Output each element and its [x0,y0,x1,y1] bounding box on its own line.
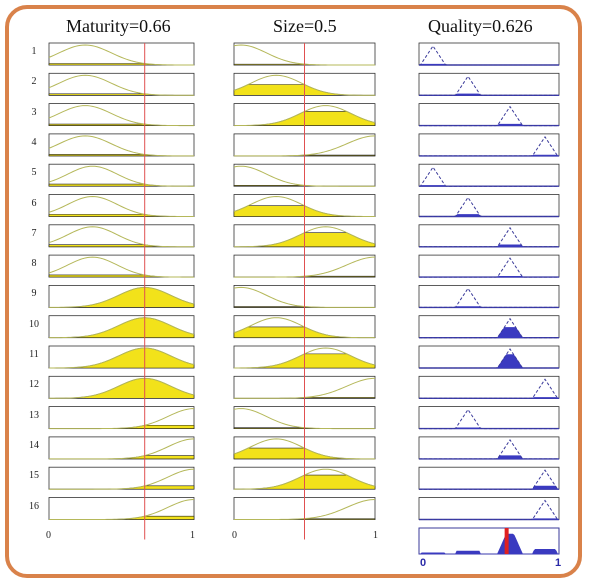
quality-membership-curve [419,378,560,399]
size-title: Size=0.5 [273,16,337,36]
rule-number: 13 [29,409,39,421]
quality-membership-curve [419,348,559,369]
rule-number: 15 [29,470,39,482]
maturity-membership-curve [48,44,195,66]
quality-rule-box [418,194,560,217]
maturity-membership-curve [48,347,195,369]
maturity-membership-curve [48,226,195,248]
size-axis-min: 0 [232,530,237,541]
quality-rule-box [418,254,560,278]
quality-rule-box [418,133,560,157]
quality-rule-box [418,42,560,66]
quality-membership-curve [418,45,559,66]
quality-membership-curve [419,499,560,520]
maturity-axis-min: 0 [46,530,51,541]
maturity-axis-max: 1 [190,530,195,541]
quality-membership-curve [419,438,559,460]
quality-rule-box [418,284,560,308]
quality-rule-box [418,103,560,126]
quality-output-marker [504,528,509,554]
rule-number: 10 [29,318,39,330]
rule-number: 3 [31,106,37,118]
maturity-membership-curve [48,135,195,157]
maturity-rule-box [48,224,195,248]
quality-rule-box [418,72,560,96]
maturity-membership-curve [49,499,195,520]
quality-membership-curve [419,135,560,157]
rule-number: 1 [31,46,37,57]
quality-membership-curve [419,226,559,248]
rule-number: 14 [29,439,39,451]
rule-number: 8 [31,258,37,270]
quality-membership-curve [419,105,559,127]
quality-rule-box [418,345,560,369]
rule-number: 5 [31,167,37,179]
rule-number: 12 [29,379,39,391]
quality-membership-curve [419,469,560,490]
quality-membership-curve [419,196,559,217]
maturity-membership-curve [49,408,195,430]
quality-membership-curve [419,317,559,339]
quality-rule-box [418,163,560,187]
quality-axis-max: 1 [555,557,562,569]
maturity-rule-box [48,72,195,96]
quality-rule-box [418,497,560,520]
quality-axis-min: 0 [420,557,427,569]
size-axis-max: 1 [373,530,378,541]
maturity-rule-box [48,133,195,157]
quality-membership-curve [419,75,559,96]
maturity-membership-curve [48,74,195,96]
rule-number: 16 [29,500,39,512]
maturity-membership-curve [49,438,195,460]
maturity-rule-box [48,163,195,187]
rule-number: 2 [31,76,37,88]
quality-rule-box [418,436,560,460]
quality-aggregate-area [419,533,559,555]
quality-rule-box [418,375,560,399]
maturity-membership-curve [48,105,195,127]
maturity-membership-curve [48,377,195,399]
rule-number: 6 [31,197,37,209]
quality-rule-box [418,315,560,339]
quality-membership-curve [419,287,559,308]
rule-number: 4 [31,136,37,148]
maturity-title: Maturity=0.66 [66,16,171,36]
quality-title: Quality=0.626 [428,16,533,36]
quality-rule-box [418,224,560,248]
quality-membership-curve [419,408,559,430]
maturity-membership-curve [48,317,195,339]
maturity-membership-curve [48,286,195,308]
maturity-membership-curve [48,165,195,187]
quality-rule-box [418,406,560,430]
rule-number: 9 [31,288,37,300]
outer-frame [5,5,582,578]
maturity-rule-box [48,42,195,66]
quality-membership-curve [418,166,559,187]
maturity-rule-box [48,194,195,217]
rule-number: 11 [29,349,39,360]
maturity-membership-curve [49,468,195,490]
maturity-membership-curve [48,256,195,278]
quality-membership-curve [419,257,559,278]
rule-number: 7 [31,227,37,239]
maturity-rule-box [48,103,195,126]
maturity-rule-box [48,254,195,278]
maturity-membership-curve [48,195,195,217]
